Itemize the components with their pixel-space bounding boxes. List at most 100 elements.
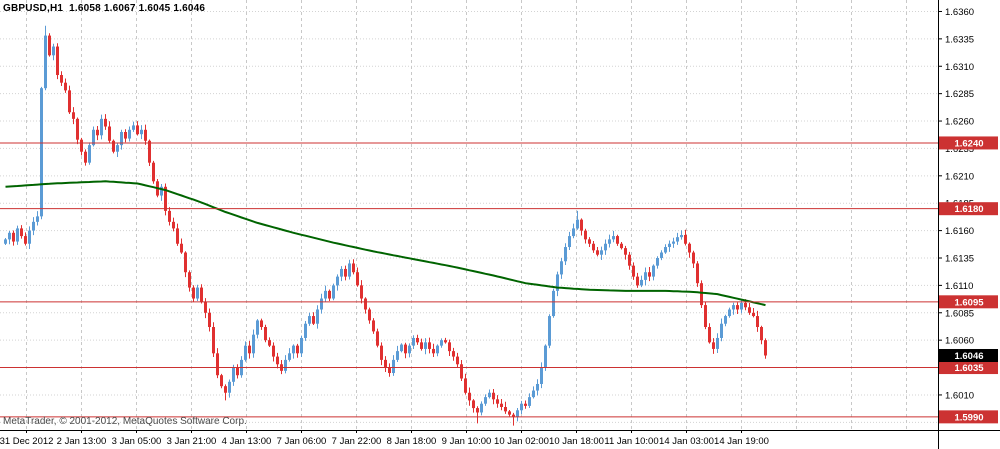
bear-candle [236, 367, 239, 376]
hline-price-label-box[interactable] [939, 202, 998, 216]
current-price-label-box [939, 348, 998, 362]
hline-price-label[interactable]: 1.6035 [954, 363, 984, 374]
bull-candle [604, 243, 607, 251]
price-axis-label: 1.6360 [945, 7, 974, 18]
bear-candle [260, 320, 263, 328]
bear-candle [696, 263, 699, 284]
bear-candle [472, 400, 475, 409]
bear-candle [764, 340, 767, 356]
bull-candle [480, 403, 483, 413]
bull-candle [340, 268, 343, 277]
time-axis-label: 9 Jan 10:00 [442, 436, 492, 447]
bull-candle [436, 345, 439, 354]
bear-candle [524, 403, 527, 406]
bear-candle [620, 243, 623, 249]
bear-candle [388, 367, 391, 374]
bear-candle [344, 268, 347, 277]
bear-candle [460, 364, 463, 379]
bull-candle [244, 345, 247, 360]
bull-candle [392, 359, 395, 374]
bear-candle [268, 340, 271, 346]
bear-candle [188, 272, 191, 288]
time-axis-label: 4 Jan 13:00 [222, 436, 272, 447]
bull-candle [32, 221, 35, 231]
bear-candle [448, 342, 451, 352]
bear-candle [700, 283, 703, 306]
bull-candle [568, 236, 571, 248]
bear-candle [328, 290, 331, 299]
bull-candle [484, 397, 487, 404]
bull-candle [400, 344, 403, 352]
bull-candle [488, 392, 491, 398]
hline-price-label-box[interactable] [939, 361, 998, 375]
hline-price-label-box[interactable] [939, 410, 998, 424]
bull-candle [292, 345, 295, 354]
bear-candle [444, 340, 447, 343]
time-axis-label: 3 Jan 05:00 [112, 436, 162, 447]
bull-candle [316, 309, 319, 324]
bull-candle [600, 250, 603, 255]
hline-price-label-box[interactable] [939, 136, 998, 150]
bear-candle [628, 254, 631, 266]
bear-candle [648, 272, 651, 277]
bear-candle [432, 348, 435, 354]
time-axis-label: 2 Jan 13:00 [57, 436, 107, 447]
bear-candle [456, 356, 459, 365]
bear-candle [76, 118, 79, 140]
bear-candle [596, 250, 599, 255]
bear-candle [224, 386, 227, 393]
bear-candle [624, 248, 627, 255]
bull-candle [644, 272, 647, 280]
bear-candle [72, 112, 75, 119]
bear-candle [416, 337, 419, 343]
bear-candle [212, 327, 215, 354]
bear-candle [276, 356, 279, 365]
bear-candle [760, 327, 763, 341]
current-price-label: 1.6046 [954, 351, 983, 362]
hline-price-label-box[interactable] [939, 295, 998, 309]
bear-candle [496, 399, 499, 404]
bull-candle [228, 381, 231, 393]
hline-price-label[interactable]: 1.6180 [954, 204, 983, 215]
price-axis-label: 1.6160 [945, 226, 974, 237]
bull-candle [396, 351, 399, 360]
bull-candle [88, 145, 91, 163]
bear-candle [712, 342, 715, 349]
bear-candle [384, 359, 387, 368]
bull-candle [540, 367, 543, 384]
bear-candle [616, 236, 619, 244]
hline-price-label[interactable]: 1.6095 [954, 297, 984, 308]
bull-candle [528, 397, 531, 406]
bull-candle [336, 276, 339, 286]
bear-candle [632, 265, 635, 277]
bear-candle [684, 234, 687, 244]
bull-candle [532, 390, 535, 398]
time-axis-label: 14 Jan 03:00 [659, 436, 714, 447]
bear-candle [220, 375, 223, 387]
bull-candle [16, 228, 19, 242]
bear-candle [372, 320, 375, 332]
hline-price-label[interactable]: 1.6240 [954, 138, 983, 149]
bull-candle [300, 337, 303, 354]
bear-candle [80, 139, 83, 152]
hline-price-label[interactable]: 1.5990 [954, 412, 983, 423]
time-axis-label: 3 Jan 21:00 [167, 436, 217, 447]
price-axis-label: 1.6010 [945, 390, 974, 401]
bear-candle [64, 82, 67, 91]
bear-candle [184, 252, 187, 273]
price-axis-label: 1.6060 [945, 336, 974, 347]
bull-candle [676, 237, 679, 242]
bear-candle [124, 131, 127, 139]
bull-candle [412, 337, 415, 346]
bear-candle [508, 411, 511, 415]
bear-candle [468, 392, 471, 401]
bear-candle [744, 302, 747, 308]
bull-candle [128, 129, 131, 139]
chart-symbol-ohlc-title: GBPUSD,H1 1.6058 1.6067 1.6045 1.6046 [3, 3, 206, 14]
bear-candle [68, 90, 71, 113]
bull-candle [140, 129, 143, 135]
bear-candle [504, 406, 507, 412]
bull-candle [656, 257, 659, 266]
bull-candle [256, 320, 259, 335]
